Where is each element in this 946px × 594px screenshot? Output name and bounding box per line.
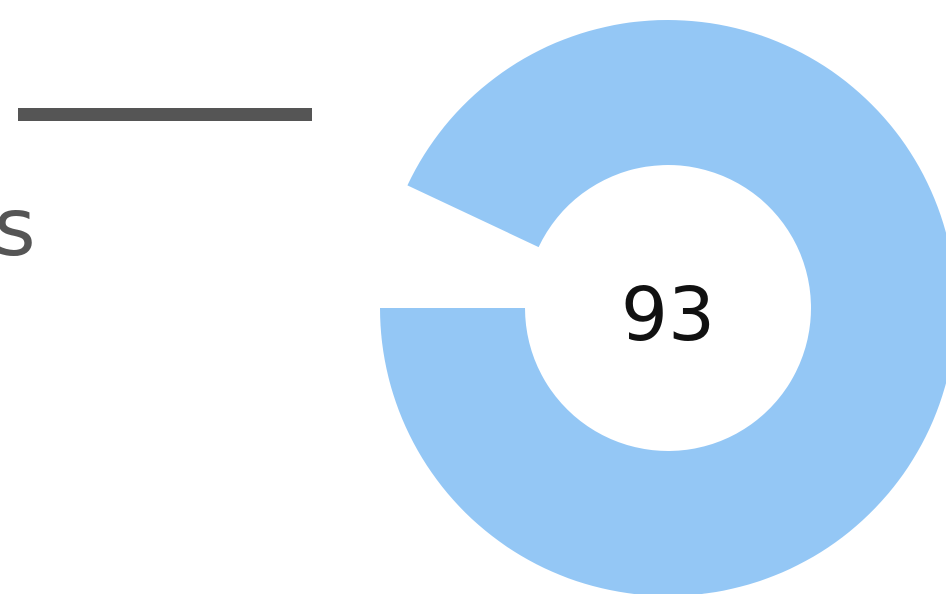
donut-value-label: 93 bbox=[621, 272, 715, 358]
donut-filled-arc bbox=[380, 20, 946, 594]
accent-rule bbox=[18, 108, 312, 121]
heading-text: s bbox=[0, 181, 36, 274]
